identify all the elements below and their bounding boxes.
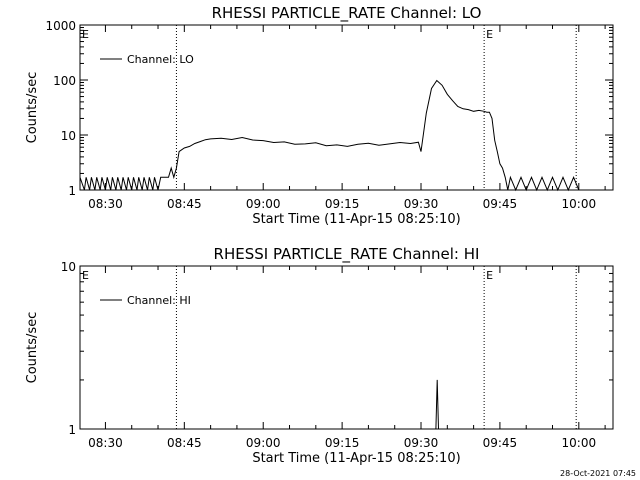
lo-series-line <box>79 79 580 192</box>
hi-x-tick-label: 09:15 <box>325 436 360 450</box>
hi-channel-panel: RHESSI PARTICLE_RATE Channel: HI Start Ti… <box>25 245 614 466</box>
hi-x-tick-label: 09:00 <box>246 436 281 450</box>
hi-y-tick-label: 1 <box>68 423 76 437</box>
lo-x-tick-label: 09:30 <box>404 197 439 211</box>
lo-x-tick-label: 10:00 <box>562 197 597 211</box>
lo-plot-frame <box>79 24 614 191</box>
lo-legend-label: Channel: LO <box>127 53 194 66</box>
hi-x-axis-label: Start Time (11-Apr-15 08:25:10) <box>252 451 460 466</box>
hi-event-marker: E <box>82 269 89 282</box>
hi-event-marker: E <box>486 269 493 282</box>
lo-event-marker: E <box>486 28 493 41</box>
hi-chart-title: RHESSI PARTICLE_RATE Channel: HI <box>214 245 480 264</box>
lo-x-axis-label: Start Time (11-Apr-15 08:25:10) <box>252 212 460 227</box>
plot-timestamp: 28-Oct-2021 07:45 <box>560 469 636 478</box>
lo-y-tick-label: 10 <box>61 129 76 143</box>
hi-series-line <box>435 379 439 430</box>
hi-x-tick-label: 10:00 <box>562 436 597 450</box>
lo-x-tick-label: 09:45 <box>483 197 518 211</box>
hi-x-tick-label: 08:30 <box>88 436 123 450</box>
lo-x-tick-label: 09:00 <box>246 197 281 211</box>
lo-y-axis-label: Counts/sec <box>25 72 40 144</box>
hi-y-tick-label: 10 <box>61 260 76 274</box>
lo-channel-panel: RHESSI PARTICLE_RATE Channel: LO Start Ti… <box>25 4 614 227</box>
lo-event-marker: E <box>82 28 89 41</box>
lo-y-tick-label: 100 <box>53 74 76 88</box>
lo-x-tick-label: 08:45 <box>167 197 202 211</box>
hi-legend-label: Channel: HI <box>127 294 191 307</box>
hi-y-axis-label: Counts/sec <box>25 312 40 384</box>
lo-chart-title: RHESSI PARTICLE_RATE Channel: LO <box>212 4 482 23</box>
lo-y-tick-label: 1000 <box>45 19 76 33</box>
lo-y-tick-label: 1 <box>68 184 76 198</box>
hi-x-tick-label: 09:45 <box>483 436 518 450</box>
lo-x-tick-label: 09:15 <box>325 197 360 211</box>
lo-x-tick-label: 08:30 <box>88 197 123 211</box>
hi-x-tick-label: 08:45 <box>167 436 202 450</box>
hi-x-tick-label: 09:30 <box>404 436 439 450</box>
hi-plot-frame <box>79 265 614 430</box>
